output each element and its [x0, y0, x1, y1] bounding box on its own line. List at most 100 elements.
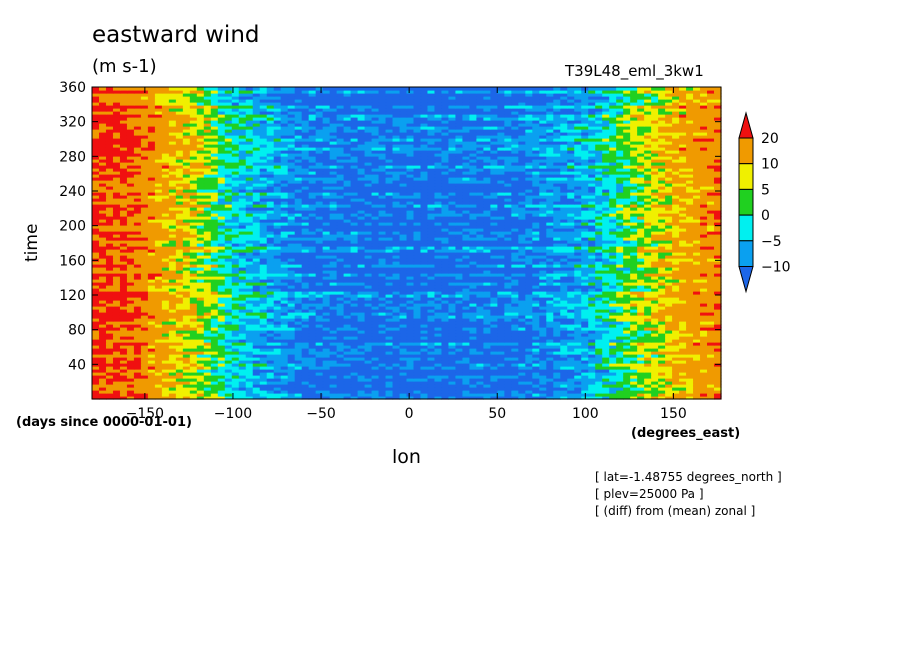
- heatmap-cell: [287, 321, 296, 325]
- heatmap-cell: [553, 258, 561, 262]
- heatmap-cell: [490, 294, 498, 298]
- heatmap-cell: [455, 273, 464, 277]
- heatmap-cell: [483, 240, 491, 244]
- heatmap-cell: [623, 375, 631, 379]
- heatmap-cell: [280, 237, 289, 241]
- heatmap-cell: [182, 315, 191, 319]
- heatmap-cell: [98, 270, 107, 274]
- heatmap-cell: [679, 282, 687, 286]
- heatmap-cell: [287, 297, 296, 301]
- heatmap-cell: [252, 315, 261, 319]
- heatmap-cell: [287, 261, 296, 265]
- heatmap-cell: [119, 291, 128, 295]
- heatmap-cell: [420, 369, 429, 373]
- heatmap-cell: [441, 348, 450, 352]
- heatmap-cell: [147, 381, 156, 385]
- heatmap-cell: [182, 381, 191, 385]
- heatmap-cell: [322, 270, 331, 274]
- heatmap-cell: [98, 387, 107, 391]
- heatmap-cell: [161, 330, 170, 334]
- heatmap-cell: [518, 234, 526, 238]
- heatmap-cell: [175, 243, 184, 247]
- heatmap-cell: [92, 297, 100, 301]
- heatmap-cell: [147, 384, 156, 388]
- heatmap-cell: [504, 306, 512, 310]
- heatmap-cell: [420, 339, 429, 343]
- heatmap-cell: [581, 315, 589, 319]
- heatmap-cell: [644, 372, 652, 376]
- heatmap-cell: [217, 255, 226, 259]
- heatmap-cell: [434, 360, 443, 364]
- heatmap-cell: [469, 321, 477, 325]
- heatmap-cell: [616, 339, 624, 343]
- heatmap-cell: [427, 330, 436, 334]
- heatmap-cell: [308, 333, 317, 337]
- heatmap-cell: [287, 306, 296, 310]
- heatmap-cell: [259, 348, 268, 352]
- heatmap-cell: [595, 303, 603, 307]
- heatmap-cell: [406, 291, 415, 295]
- heatmap-cell: [126, 339, 135, 343]
- heatmap-cell: [406, 321, 415, 325]
- heatmap-cell: [427, 339, 436, 343]
- heatmap-cell: [700, 252, 708, 256]
- heatmap-cell: [245, 315, 254, 319]
- heatmap-cell: [252, 369, 261, 373]
- heatmap-cell: [672, 369, 680, 373]
- heatmap-cell: [378, 354, 387, 358]
- heatmap-cell: [343, 396, 352, 400]
- heatmap-cell: [231, 378, 240, 382]
- heatmap-cell: [406, 384, 415, 388]
- heatmap-cell: [238, 285, 247, 289]
- heatmap-cell: [336, 276, 345, 280]
- heatmap-cell: [238, 369, 247, 373]
- heatmap-cell: [616, 348, 624, 352]
- heatmap-cell: [112, 285, 121, 289]
- heatmap-cell: [609, 276, 617, 280]
- heatmap-cell: [560, 321, 568, 325]
- heatmap-cell: [560, 384, 568, 388]
- heatmap-cell: [525, 288, 533, 292]
- heatmap-cell: [525, 366, 533, 370]
- heatmap-cell: [497, 252, 505, 256]
- heatmap-cell: [497, 258, 505, 262]
- heatmap-cell: [665, 243, 673, 247]
- heatmap-cell: [483, 270, 491, 274]
- heatmap-cell: [560, 396, 568, 400]
- heatmap-cell: [665, 393, 673, 397]
- heatmap-cell: [672, 375, 680, 379]
- heatmap-cell: [448, 240, 457, 244]
- heatmap-cell: [238, 351, 247, 355]
- heatmap-cell: [350, 342, 359, 346]
- heatmap-cell: [560, 240, 568, 244]
- heatmap-cell: [161, 366, 170, 370]
- heatmap-cell: [133, 306, 142, 310]
- heatmap-cell: [112, 279, 121, 283]
- heatmap-cell: [315, 378, 324, 382]
- heatmap-cell: [371, 330, 380, 334]
- heatmap-cell: [665, 321, 673, 325]
- heatmap-cell: [532, 336, 540, 340]
- heatmap-cell: [532, 234, 540, 238]
- heatmap-cell: [161, 387, 170, 391]
- heatmap-cell: [259, 234, 268, 238]
- heatmap-cell: [322, 396, 331, 400]
- heatmap-cell: [140, 258, 149, 262]
- heatmap-cell: [371, 255, 380, 259]
- heatmap-cell: [665, 342, 673, 346]
- heatmap-cell: [266, 291, 275, 295]
- heatmap-cell: [217, 327, 226, 331]
- heatmap-cell: [119, 264, 128, 268]
- heatmap-cell: [616, 300, 624, 304]
- heatmap-cell: [252, 234, 261, 238]
- heatmap-cell: [329, 267, 338, 271]
- heatmap-cell: [280, 309, 289, 313]
- heatmap-cell: [294, 276, 303, 280]
- heatmap-cell: [469, 288, 477, 292]
- heatmap-cell: [413, 273, 422, 277]
- heatmap-cell: [92, 327, 100, 331]
- heatmap-cell: [581, 363, 589, 367]
- heatmap-cell: [539, 261, 547, 265]
- heatmap-cell: [511, 264, 519, 268]
- heatmap-cell: [392, 327, 401, 331]
